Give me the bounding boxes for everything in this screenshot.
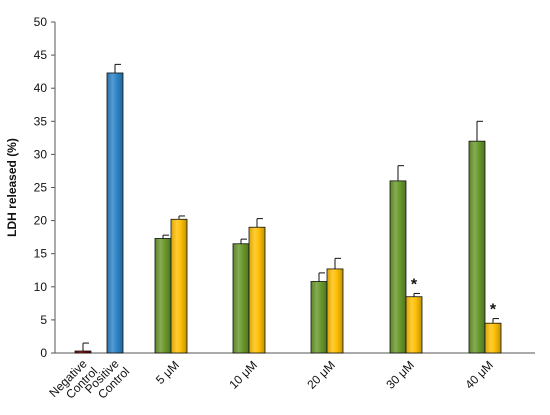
bar-positive-control-1 (106, 72, 124, 354)
bar-20-m-1 (310, 281, 328, 354)
bar-30-m-1 (389, 180, 407, 354)
bar-5-m-1 (154, 238, 172, 354)
bar-30-m-2 (405, 296, 423, 354)
bar-5-m-2 (170, 218, 188, 354)
bar-40-m-1 (468, 140, 486, 354)
bar-10-m-1 (232, 243, 250, 354)
y-tick-label: 50 (34, 15, 48, 29)
y-tick-label: 40 (34, 81, 48, 95)
bar-40-m-2 (484, 322, 502, 354)
bar-negative-control-1 (74, 350, 92, 354)
bar-10-m-2 (248, 226, 266, 354)
y-tick-label: 20 (34, 214, 48, 228)
y-axis-label: LDH released (%) (5, 138, 19, 237)
x-tick-label: 20 μM (304, 358, 338, 392)
bar-20-m-2 (326, 268, 344, 354)
x-tick-label-line: 10 μM (226, 358, 260, 392)
x-tick-label-line: 30 μM (383, 358, 417, 392)
y-tick-label: 45 (34, 48, 48, 62)
x-tick-label: 10 μM (226, 358, 260, 392)
axes: 0 5 10 15 20 25 30 35 40 45 50 LDH released (%) (5, 15, 535, 360)
x-tick-label: 5 μM (153, 358, 182, 387)
y-tick-label: 15 (34, 247, 48, 261)
x-tick-label-line: 40 μM (462, 358, 496, 392)
x-tick-label-line: 5 μM (153, 358, 182, 387)
x-tick-label-line: 20 μM (304, 358, 338, 392)
x-tick-label: 40 μM (462, 358, 496, 392)
significance-star: * (490, 302, 497, 319)
y-tick-label: 10 (34, 280, 48, 294)
y-tick-label: 35 (34, 114, 48, 128)
y-tick-label: 5 (40, 313, 47, 327)
x-tick-label: PositiveControl (82, 355, 132, 405)
significance-star: * (411, 276, 418, 293)
y-tick-label: 0 (40, 346, 47, 360)
y-tick-label: 30 (34, 147, 48, 161)
bars: ** (74, 63, 502, 354)
y-tick-label: 25 (34, 181, 48, 195)
x-tick-label: 30 μM (383, 358, 417, 392)
